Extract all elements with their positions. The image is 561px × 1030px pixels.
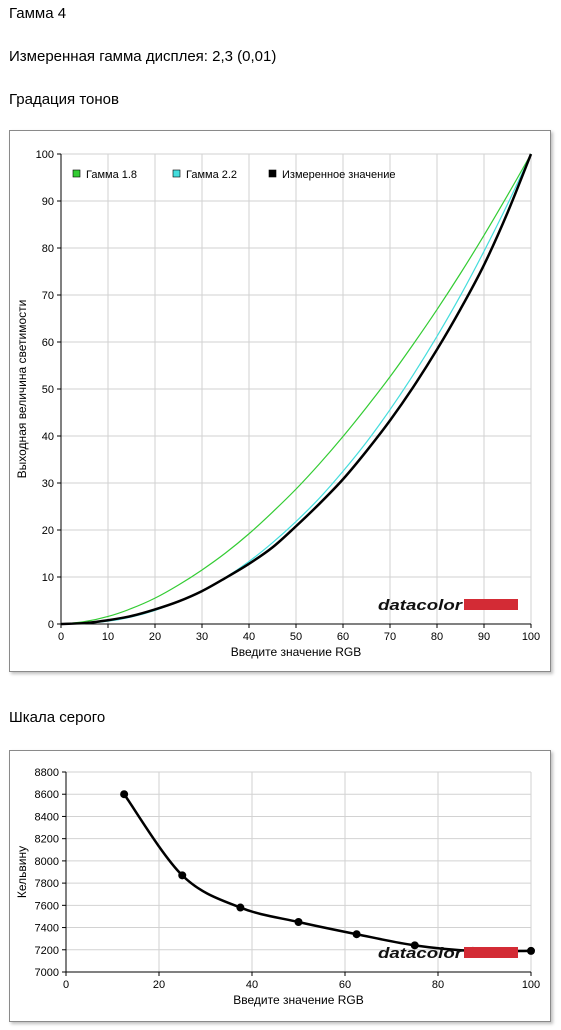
x-tick-label: 0	[63, 979, 69, 991]
y-tick-label: 7400	[35, 923, 59, 935]
y-tick-label: 30	[42, 478, 54, 490]
y-tick-label: 60	[42, 337, 54, 349]
y-tick-label: 70	[42, 290, 54, 302]
legend-swatch	[72, 169, 81, 178]
gray-chart-panel: 0 20 40 60 80 100 7000 7200 7400 7600 7800 8000 8200…	[9, 750, 551, 1022]
x-axis-label: Введите значение RGB	[231, 645, 362, 659]
x-tick-label: 90	[478, 631, 490, 643]
legend-swatch	[268, 169, 277, 178]
y-tick-label: 7600	[35, 900, 59, 912]
x-tick-label: 70	[384, 631, 396, 643]
legend-label: Гамма 1.8	[86, 169, 137, 181]
data-point	[178, 871, 187, 880]
x-tick-label: 20	[153, 979, 165, 991]
x-tick-label: 10	[102, 631, 114, 643]
x-tick-label: 80	[432, 979, 444, 991]
datacolor-logo-bar	[464, 599, 518, 610]
series-line-0	[60, 153, 532, 625]
data-point	[294, 918, 303, 926]
x-tick-label: 100	[522, 631, 540, 643]
y-tick-label: 50	[42, 384, 54, 396]
data-point	[120, 790, 129, 799]
x-tick-label: 60	[339, 979, 351, 991]
y-tick-label: 8000	[35, 856, 59, 868]
datacolor-logo-bar	[464, 947, 518, 958]
tone-gradation-chart: 0 10 20 30 40 50 60 70 80 90 100 0 10 20 30 40 50 60 70 80 9…	[15, 149, 540, 659]
tone-chart-panel: 0 10 20 30 40 50 60 70 80 90 100 0 10 20 30 40 50 60 70 80 9…	[9, 130, 551, 672]
gray-section-title: Шкала серого	[9, 709, 106, 726]
x-tick-label: 50	[290, 631, 302, 643]
page-title: Гамма 4	[9, 5, 67, 22]
y-axis-label: Выходная величина светимости	[15, 300, 29, 479]
y-tick-label: 80	[42, 243, 54, 255]
legend-label: Измеренное значение	[282, 169, 396, 181]
data-point	[352, 930, 361, 939]
x-axis-label: Введите значение RGB	[233, 993, 364, 1007]
data-point	[410, 941, 419, 950]
measured-gamma-text: Измеренная гамма дисплея: 2,3 (0,01)	[9, 48, 277, 65]
x-tick-label: 40	[243, 631, 255, 643]
plot-area	[66, 772, 531, 972]
x-tick-label: 30	[196, 631, 208, 643]
x-tick-label: 0	[58, 631, 64, 643]
y-tick-label: 7800	[35, 878, 59, 890]
y-tick-label: 100	[36, 149, 54, 161]
tone-section-title: Градация тонов	[9, 91, 119, 108]
datacolor-logo-text: datacolor	[378, 945, 463, 962]
y-tick-label: 40	[42, 431, 54, 443]
series-line-2	[60, 153, 533, 626]
x-tick-label: 60	[337, 631, 349, 643]
gray-scale-chart: 0 20 40 60 80 100 7000 7200 7400 7600 7800 8000 8200…	[15, 767, 540, 1007]
y-tick-label: 8800	[35, 767, 59, 779]
y-tick-label: 8600	[35, 789, 59, 801]
legend-label: Гамма 2.2	[186, 169, 237, 181]
y-tick-label: 0	[48, 619, 54, 631]
y-tick-label: 8200	[35, 834, 59, 846]
y-tick-label: 20	[42, 525, 54, 537]
y-tick-label: 90	[42, 196, 54, 208]
x-tick-label: 100	[522, 979, 540, 991]
y-tick-label: 10	[42, 572, 54, 584]
data-point	[527, 946, 535, 955]
legend-swatch	[172, 169, 181, 178]
y-tick-label: 8400	[35, 811, 59, 823]
x-tick-label: 20	[149, 631, 161, 643]
y-axis-label: Кельвину	[15, 846, 29, 898]
x-tick-label: 40	[246, 979, 258, 991]
datacolor-logo-text: datacolor	[378, 597, 463, 614]
x-tick-label: 80	[431, 631, 443, 643]
y-tick-label: 7000	[35, 967, 59, 979]
data-point	[236, 903, 245, 912]
y-tick-label: 7200	[35, 945, 59, 957]
